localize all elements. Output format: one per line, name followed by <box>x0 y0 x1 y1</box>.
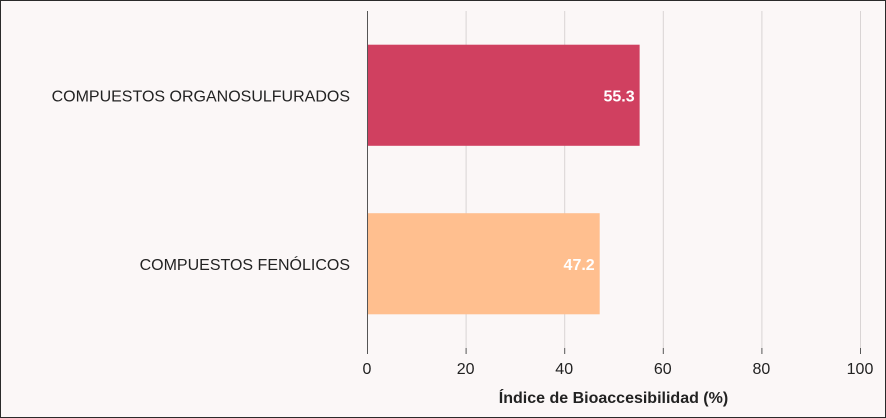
x-tick-label: 100 <box>847 361 874 378</box>
category-label: COMPUESTOS ORGANOSULFURADOS <box>52 88 350 105</box>
category-label: COMPUESTOS FENÓLICOS <box>140 255 350 274</box>
bar-value-label: 55.3 <box>603 88 634 105</box>
x-axis-title: Índice de Bioaccesibilidad (%) <box>499 388 728 407</box>
bar-value-label: 47.2 <box>564 257 595 274</box>
x-tick-label: 20 <box>457 361 475 378</box>
bars: 55.3 47.2 <box>367 44 640 315</box>
axes: 0 20 40 60 80 100 COMPUESTOS ORGANOSULFURADOS C… <box>52 11 874 378</box>
x-tick-label: 60 <box>654 361 672 378</box>
bar <box>367 213 600 315</box>
x-tick-label: 0 <box>363 361 372 378</box>
x-tick-label: 40 <box>555 361 573 378</box>
x-tick-label: 80 <box>753 361 771 378</box>
bar <box>367 44 640 146</box>
